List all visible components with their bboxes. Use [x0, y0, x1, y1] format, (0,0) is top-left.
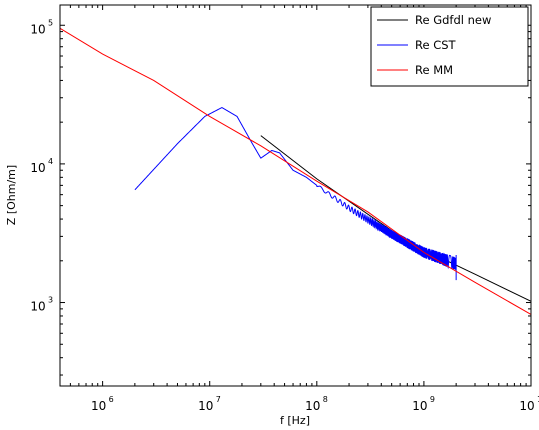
legend-label: Re Gdfdl new: [415, 13, 491, 27]
y-tick-exponent: 4: [48, 157, 53, 166]
x-tick-exponent: 7: [216, 395, 221, 404]
y-axis-label: Z [Ohm/m]: [5, 165, 18, 225]
x-tick-exponent: 10: [537, 395, 539, 404]
x-tick-exponent: 6: [109, 395, 114, 404]
x-tick-label: 10: [412, 399, 427, 413]
series-line-re-cst: [134, 107, 457, 281]
y-tick-label: 10: [30, 300, 45, 314]
x-tick-label: 10: [198, 399, 213, 413]
y-tick-exponent: 3: [48, 296, 53, 305]
y-tick-label: 10: [30, 161, 45, 175]
x-tick-exponent: 8: [323, 395, 328, 404]
plot-area-frame: [59, 4, 532, 387]
x-tick-label: 10: [519, 399, 534, 413]
y-tick-exponent: 5: [48, 18, 53, 27]
x-tick-exponent: 9: [430, 395, 435, 404]
legend: Re Gdfdl new Re CST Re MM: [370, 6, 529, 87]
series-line-re-mm: [60, 27, 531, 315]
x-tick-label: 10: [91, 399, 106, 413]
legend-label: Re CST: [415, 38, 457, 52]
legend-label: Re MM: [415, 63, 453, 77]
y-tick-label: 10: [30, 22, 45, 36]
series-layer: [60, 27, 531, 315]
x-tick-label: 10: [305, 399, 320, 413]
x-axis-label: f [Hz]: [280, 414, 310, 427]
tick-layer: 1061071081091010103104105: [30, 5, 539, 413]
